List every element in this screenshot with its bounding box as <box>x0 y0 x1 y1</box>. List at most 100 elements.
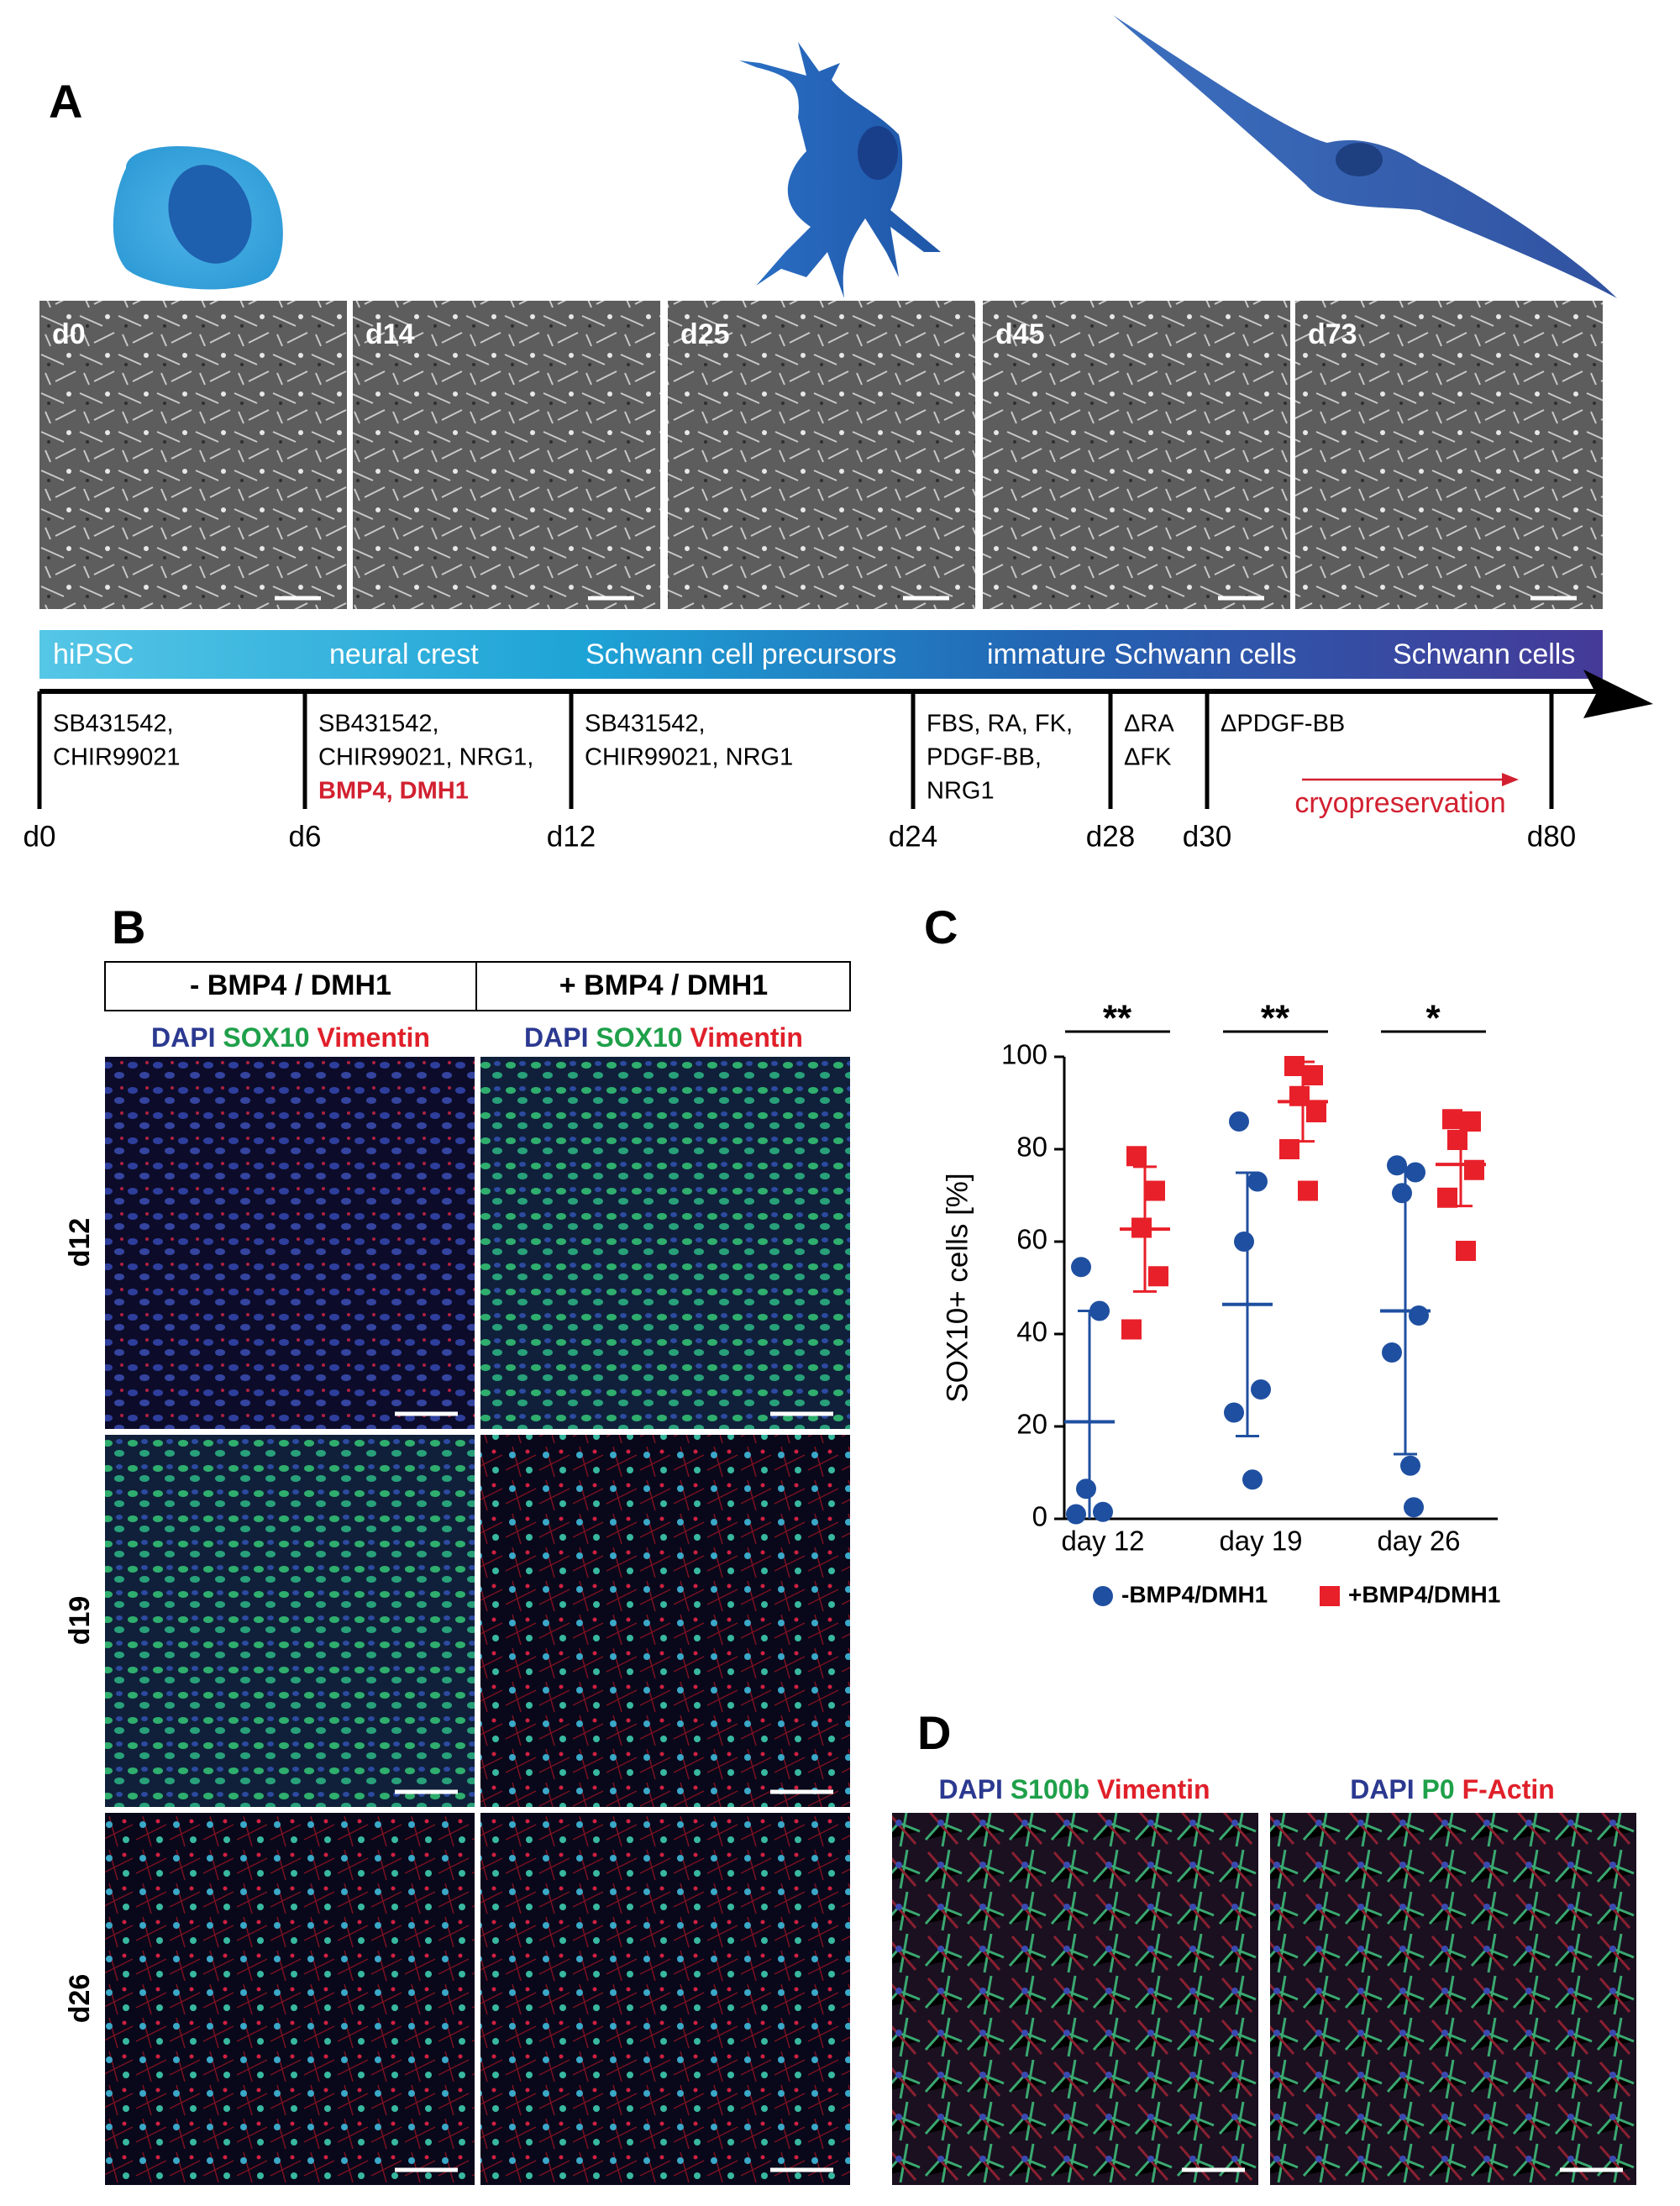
data-point <box>1447 1130 1467 1150</box>
data-point <box>1229 1111 1249 1132</box>
stain-label: DAPI P0 F-Actin <box>1350 1774 1555 1804</box>
cell-illustration <box>739 42 941 298</box>
stain: S100b <box>1011 1774 1089 1804</box>
x-tick-label: day 19 <box>1219 1526 1302 1557</box>
legend-label: -BMP4/DMH1 <box>1121 1581 1268 1607</box>
data-point <box>1126 1146 1147 1167</box>
stage-label: hiPSC <box>53 638 134 670</box>
row-label: d26 <box>64 1974 96 2024</box>
panel-label: A <box>49 75 82 128</box>
stain: DAPI <box>151 1022 215 1053</box>
timepoint-label: d12 <box>547 820 596 853</box>
legend-label: +BMP4/DMH1 <box>1348 1581 1500 1607</box>
data-point <box>1148 1266 1168 1287</box>
image-label: d0 <box>52 318 86 350</box>
treatment: ΔFK <box>1124 744 1172 771</box>
phase-image <box>668 301 975 609</box>
data-point <box>1405 1162 1425 1183</box>
stain: SOX10 <box>223 1022 309 1053</box>
stage-label: Schwann cells <box>1393 638 1575 670</box>
y-tick-label: 20 <box>1016 1409 1047 1440</box>
fluorescence-image <box>480 1813 850 2185</box>
data-point <box>1442 1109 1462 1130</box>
treatment: CHIR99021, NRG1, <box>318 744 533 771</box>
phase-image <box>983 301 1290 609</box>
data-point <box>1464 1159 1484 1180</box>
x-tick-label: day 12 <box>1061 1526 1144 1557</box>
x-tick-label: day 26 <box>1377 1526 1460 1557</box>
fluorescence-images: DAPI SOX10 Vimentin DAPI SOX10 Vimentin d1… <box>64 1022 850 2185</box>
cryopreservation-label: cryopreservation <box>1294 787 1505 819</box>
y-tick-label: 80 <box>1016 1132 1047 1163</box>
stain: Vimentin <box>1097 1774 1210 1804</box>
nucleus <box>168 165 252 264</box>
data-point <box>1093 1501 1113 1522</box>
data-point <box>1066 1504 1086 1525</box>
significance: * <box>1425 998 1441 1039</box>
data-point <box>1242 1469 1263 1490</box>
legend-marker <box>1093 1586 1113 1606</box>
stain: DAPI <box>524 1022 588 1053</box>
stain-label: DAPI SOX10 Vimentin <box>151 1022 430 1053</box>
plot-area <box>1064 1060 1486 1519</box>
condition-label: + BMP4 / DMH1 <box>559 969 768 1001</box>
data-point <box>1279 1139 1299 1159</box>
data-point <box>1145 1180 1165 1201</box>
stage-label: immature Schwann cells <box>987 638 1296 670</box>
stain-label: DAPI SOX10 Vimentin <box>524 1022 803 1053</box>
timepoint-label: d0 <box>24 820 56 853</box>
treatment: PDGF-BB, <box>927 744 1042 771</box>
data-point <box>1298 1180 1318 1201</box>
data-point <box>1409 1305 1429 1326</box>
image-label: d45 <box>995 318 1045 350</box>
timepoint-label: d80 <box>1527 820 1576 853</box>
row-label: d19 <box>64 1596 96 1646</box>
y-axis-label: SOX10+ cells [%] <box>941 1173 974 1402</box>
fluorescence-images: DAPI S100b Vimentin DAPI P0 F-Actin <box>892 1774 1636 2185</box>
stage-bar <box>39 630 1603 679</box>
data-point <box>1076 1479 1096 1500</box>
data-point <box>1089 1300 1110 1321</box>
image-label: d14 <box>365 318 415 350</box>
data-point <box>1251 1379 1271 1400</box>
timepoint-label: d28 <box>1086 820 1135 853</box>
phase-image <box>353 301 660 609</box>
nucleus <box>858 126 898 180</box>
timeline: d0 d6 d12 d24 d28 d30 d80 SB431542, CHIR99021 SB4… <box>24 670 1653 853</box>
arrowhead <box>1502 773 1519 786</box>
stain-label: DAPI S100b Vimentin <box>938 1774 1210 1804</box>
y-tick-label: 100 <box>1001 1039 1047 1070</box>
treatment-highlight: BMP4, DMH1 <box>318 778 469 805</box>
significance: ** <box>1261 998 1290 1039</box>
stage-label: Schwann cell precursors <box>585 638 896 670</box>
stage-label: neural crest <box>329 638 479 670</box>
data-point <box>1303 1065 1323 1085</box>
row-label: d12 <box>64 1218 96 1268</box>
data-point <box>1121 1319 1142 1340</box>
fluorescence-image <box>480 1435 850 1807</box>
fluorescence-image <box>892 1813 1258 2185</box>
treatment: ΔRA <box>1124 711 1174 738</box>
data-point <box>1234 1232 1254 1252</box>
condition-box <box>475 961 851 1011</box>
data-point <box>1382 1342 1402 1363</box>
y-tick-label: 0 <box>1032 1501 1047 1532</box>
treatment: CHIR99021 <box>53 744 181 771</box>
data-point <box>1437 1187 1457 1208</box>
timepoint-label: d30 <box>1183 820 1231 853</box>
panel-label: B <box>112 901 145 953</box>
significance: ** <box>1103 998 1132 1039</box>
data-point <box>1224 1402 1244 1423</box>
data-point <box>1131 1217 1152 1238</box>
data-point <box>1306 1102 1326 1122</box>
y-tick-label: 60 <box>1016 1224 1047 1255</box>
stain: DAPI <box>938 1774 1002 1804</box>
stain: P0 <box>1422 1774 1455 1804</box>
treatment: ΔPDGF-BB <box>1221 711 1345 738</box>
condition-label: - BMP4 / DMH1 <box>190 969 391 1001</box>
treatment: SB431542, <box>53 711 174 738</box>
panel-label: C <box>924 901 958 953</box>
image-label: d25 <box>680 318 730 350</box>
stain: SOX10 <box>596 1022 682 1053</box>
